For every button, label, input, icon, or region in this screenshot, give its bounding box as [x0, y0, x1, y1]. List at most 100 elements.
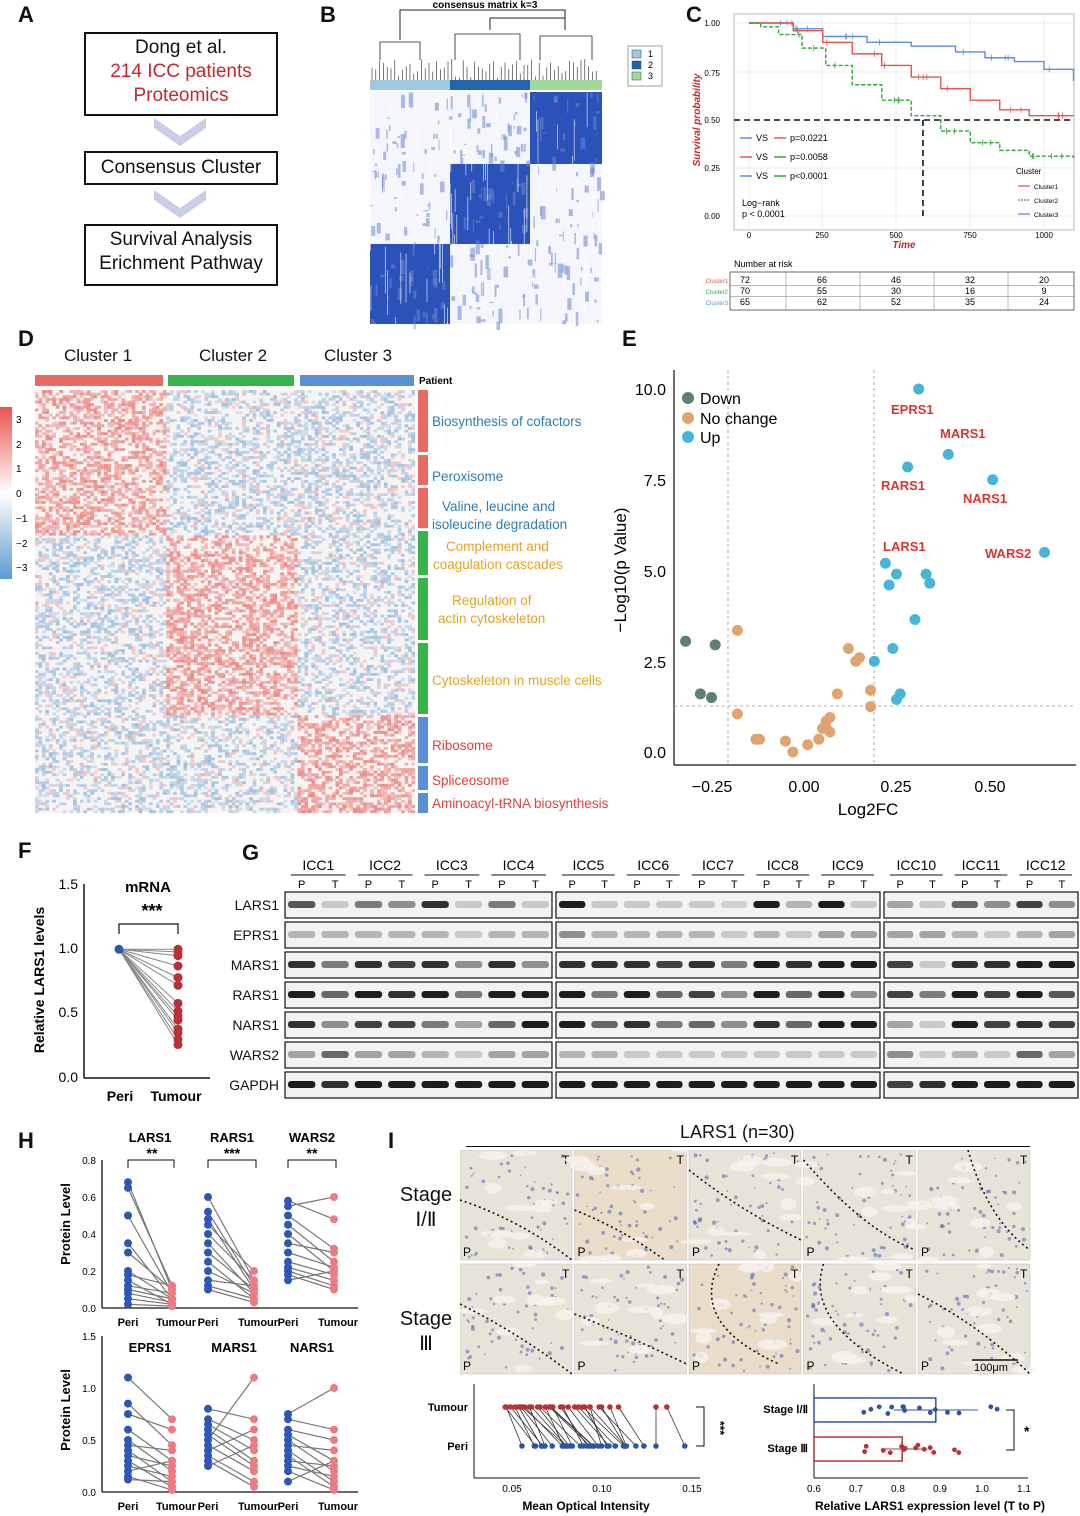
volcano-legend: Down No change Up: [682, 391, 777, 447]
tumour-point: [502, 1404, 509, 1410]
tile-t: T: [906, 1267, 914, 1281]
volcano-point: [865, 701, 877, 713]
stage-iii-label: Stage Ⅲ: [399, 1308, 453, 1355]
bar-point: [952, 1447, 957, 1453]
lane-p: P: [633, 879, 640, 891]
peri-point: [598, 1443, 605, 1449]
vs-2: VS: [756, 152, 768, 162]
bar-xtick: 0.8: [891, 1484, 905, 1495]
sample-label: ICC7: [702, 857, 734, 873]
risk-value: 30: [891, 286, 901, 296]
tumour-point: [330, 1276, 338, 1285]
tumour-point: [330, 1285, 338, 1294]
tumour-point: [330, 1267, 338, 1275]
risk-row-name: Cluster3: [706, 301, 729, 307]
peri-point: [580, 1443, 587, 1449]
tumour-point: [250, 1441, 258, 1450]
ihc-tile: [460, 1263, 573, 1375]
tumour-point: [521, 1404, 528, 1410]
e-ytick: 5.0: [644, 564, 666, 581]
tumour-point: [250, 1482, 258, 1491]
tumour-point: [559, 1404, 566, 1410]
tumour-point: [173, 998, 183, 1008]
tile-p: P: [921, 1359, 929, 1373]
h-xtick: Tumour: [156, 1317, 197, 1329]
lane-p: P: [1026, 879, 1033, 891]
tumour-point: [330, 1446, 338, 1455]
lane-p: P: [365, 879, 372, 891]
pathway-labels: Biosynthesis of cofactors Peroxisome Val…: [432, 414, 609, 811]
pathway-label: Regulation of: [452, 593, 532, 608]
risk-value: 9: [1041, 286, 1046, 296]
f-ytick: 1.0: [59, 940, 79, 956]
cluster-bar-2: [450, 80, 530, 90]
volcano-point: [883, 579, 895, 591]
dataset-author: Dong et al.: [135, 37, 227, 58]
legend-1: 1: [648, 49, 653, 59]
h-xtick: Tumour: [238, 1501, 279, 1513]
tumour-point: [596, 1404, 602, 1410]
panel-f-label: F: [18, 838, 32, 863]
panel-i-label: I: [388, 1128, 395, 1153]
volcano-xlabel: Log2FC: [838, 800, 898, 819]
h-ylabel-bottom: Protein Level: [58, 1369, 73, 1451]
h-xtick: Peri: [198, 1501, 219, 1513]
panel-b-label: B: [320, 2, 336, 27]
tumour-point: [330, 1384, 338, 1392]
volcano-point: [891, 693, 902, 705]
volcano-point: [813, 733, 825, 745]
c-xtick: 1000: [1035, 231, 1053, 240]
tumour-point: [250, 1276, 258, 1285]
tumour-point: [168, 1289, 176, 1298]
bar-xtick: 0.6: [807, 1484, 821, 1495]
scale-tick: 2: [16, 440, 22, 451]
peri-point: [284, 1202, 292, 1211]
peri-point: [584, 1443, 591, 1449]
tumour-point: [607, 1404, 613, 1410]
peri-point: [124, 1410, 132, 1418]
p-2: p=0.0058: [790, 152, 828, 162]
mrna-pairs: [114, 944, 183, 1050]
legend-cluster2: Cluster2: [1034, 198, 1059, 205]
lane-t: T: [601, 879, 608, 891]
tumour-point: [664, 1404, 670, 1410]
f-xtick: Tumour: [150, 1088, 202, 1104]
survival-plot: Survival probability 1.00 0.75 0.50 0.25…: [692, 13, 1075, 311]
tile-t: T: [677, 1153, 685, 1167]
peri-point: [124, 1183, 132, 1192]
peri-point: [204, 1285, 212, 1294]
c-ytick: 0.25: [704, 164, 720, 173]
lane-t: T: [994, 879, 1001, 891]
moi-xtick: 0.10: [592, 1484, 612, 1495]
lane-t: T: [666, 879, 673, 891]
tile-p: P: [578, 1359, 586, 1373]
tumour-point: [250, 1298, 258, 1307]
heatmap-matrix: [370, 92, 605, 330]
panel-d-label: D: [18, 326, 34, 351]
volcano-point: [942, 448, 954, 460]
lane-p: P: [828, 879, 835, 891]
tumour-point: [572, 1404, 578, 1410]
analysis-line1: Survival Analysis: [109, 229, 253, 250]
peri-point: [284, 1415, 292, 1424]
h-ytick: 0.0: [82, 1304, 96, 1315]
tile-p: P: [692, 1245, 700, 1259]
pathway-label: Cytoskeleton in muscle cells: [432, 673, 602, 688]
risk-title: Number at risk: [734, 259, 793, 269]
tumour-point: [168, 1477, 176, 1486]
volcano-point: [754, 733, 766, 745]
peri-point: [124, 1294, 132, 1303]
tumour-point: [330, 1193, 338, 1201]
color-scale: 3 2 1 0 −1 −2 −3: [16, 415, 28, 574]
blot-strip: [883, 1041, 1079, 1069]
peri-point: [542, 1443, 548, 1449]
c-ytick: 0.00: [704, 212, 720, 221]
volcano-point: [902, 461, 914, 473]
lane-t: T: [332, 879, 339, 891]
stage-i-ii-label: Stage Ⅰ/Ⅱ: [399, 1184, 453, 1231]
h-ytick: 1.5: [82, 1332, 96, 1343]
tumour-point: [330, 1472, 338, 1481]
blot-protein-label: WARS2: [229, 1047, 279, 1063]
scale-tick: −3: [16, 563, 28, 574]
risk-value: 46: [891, 275, 901, 285]
